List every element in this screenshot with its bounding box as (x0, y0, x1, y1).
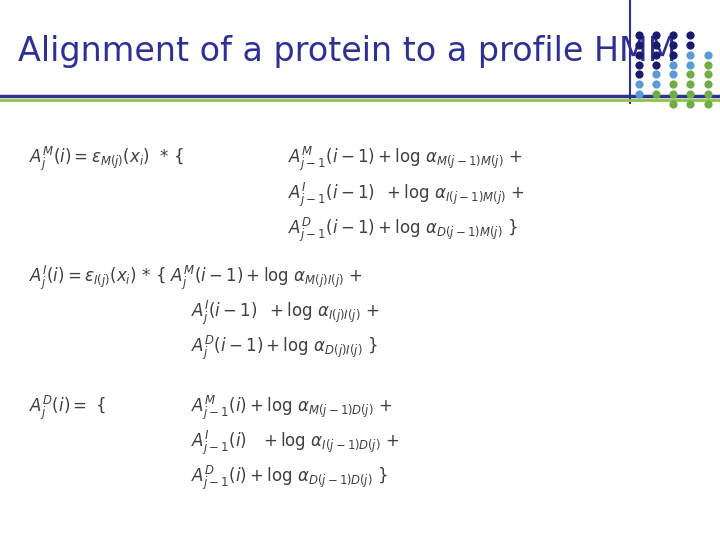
Point (702, 50, 714, 59)
Point (650, 90, 662, 98)
Point (633, 90, 644, 98)
Text: $A_{j-1}^M(i) + \log\,\alpha_{M(j-1)D(j)}$ +: $A_{j-1}^M(i) + \log\,\alpha_{M(j-1)D(j)… (191, 394, 392, 422)
Text: $A_{j-1}^I(i - 1)\;\;+ \log\,\alpha_{I(j-1)M(j)}$ +: $A_{j-1}^I(i - 1)\;\;+ \log\,\alpha_{I(j… (288, 180, 525, 208)
Bar (0, 0, 720, 103)
Text: $A_{j-1}^M(i - 1) + \log\,\alpha_{M(j-1)M(j)}$ +: $A_{j-1}^M(i - 1) + \log\,\alpha_{M(j-1)… (288, 145, 523, 173)
Point (685, 40, 696, 49)
Text: $A_j^I(i - 1)\;\;+ \log\,\alpha_{I(j)I(j)}$ +: $A_j^I(i - 1)\;\;+ \log\,\alpha_{I(j)I(j… (191, 299, 379, 327)
Text: $A_{j-1}^D(i) + \log\,\alpha_{D(j-1)D(j)}$ }: $A_{j-1}^D(i) + \log\,\alpha_{D(j-1)D(j)… (191, 464, 387, 492)
Point (685, 50, 696, 59)
Point (633, 40, 644, 49)
Point (667, 99, 679, 108)
Point (633, 70, 644, 79)
Point (702, 80, 714, 89)
Point (650, 80, 662, 89)
Text: $A_j^D(i - 1) + \log\,\alpha_{D(j)I(j)}$ }: $A_j^D(i - 1) + \log\,\alpha_{D(j)I(j)}$… (191, 334, 378, 362)
Point (667, 31, 679, 39)
Point (685, 99, 696, 108)
Point (702, 70, 714, 79)
Point (702, 60, 714, 69)
Point (650, 60, 662, 69)
Text: Alignment of a protein to a profile HMM: Alignment of a protein to a profile HMM (18, 35, 677, 68)
Point (702, 90, 714, 98)
Point (667, 70, 679, 79)
Point (667, 50, 679, 59)
Point (633, 31, 644, 39)
Point (650, 31, 662, 39)
Text: $A_{j-1}^I(i)\;\;\;+ \log\,\alpha_{I(j-1)D(j)}$ +: $A_{j-1}^I(i)\;\;\;+ \log\,\alpha_{I(j-1… (191, 429, 400, 457)
Point (650, 50, 662, 59)
Point (667, 90, 679, 98)
Point (685, 60, 696, 69)
Point (667, 40, 679, 49)
Text: $A_j^I(i) = \varepsilon_{I(j)}(x_i)$ * { $A_j^M(i - 1) + \log\,\alpha_{M(j)I(j)}: $A_j^I(i) = \varepsilon_{I(j)}(x_i)$ * {… (29, 264, 363, 292)
Point (685, 80, 696, 89)
Point (667, 60, 679, 69)
Point (685, 70, 696, 79)
Point (650, 40, 662, 49)
Text: $A_j^M(i) = \varepsilon_{M(j)}(x_i)$  * {: $A_j^M(i) = \varepsilon_{M(j)}(x_i)$ * { (29, 145, 184, 173)
Point (633, 50, 644, 59)
Point (633, 80, 644, 89)
Point (702, 99, 714, 108)
Point (685, 31, 696, 39)
Point (633, 60, 644, 69)
Text: $A_j^D(i) = $ {: $A_j^D(i) = $ { (29, 394, 106, 422)
Point (667, 80, 679, 89)
Text: $A_{j-1}^D(i - 1) + \log\,\alpha_{D(j-1)M(j)}$ }: $A_{j-1}^D(i - 1) + \log\,\alpha_{D(j-1)… (288, 215, 518, 244)
Point (685, 90, 696, 98)
Point (650, 70, 662, 79)
